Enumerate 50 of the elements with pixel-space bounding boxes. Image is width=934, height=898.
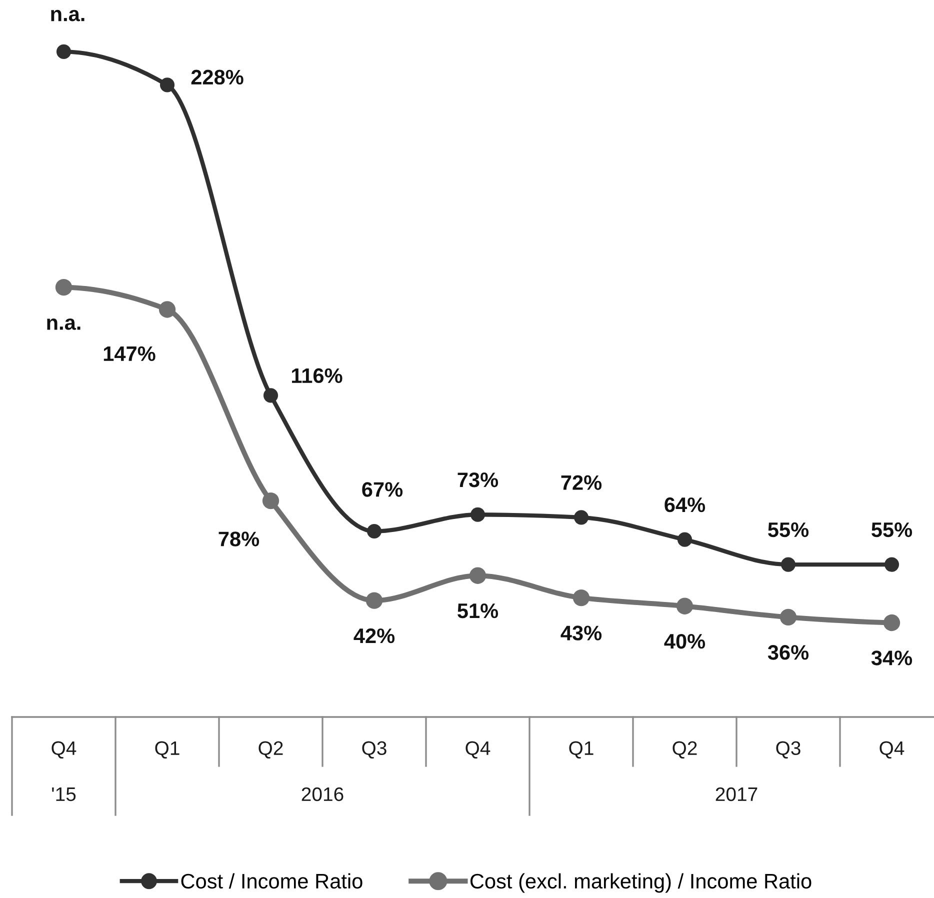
point [884,557,900,572]
x-tick-label: Q3 [776,741,800,759]
point [366,524,382,539]
x-tick-label: Q2 [258,741,283,759]
point [883,614,900,632]
point [56,44,72,59]
data-label: 34% [871,650,912,666]
x-tick-label: Q3 [362,741,386,759]
x-tick-label: Q1 [155,741,180,759]
text: 2017 [716,787,758,802]
data-label: 147% [104,346,156,362]
point [676,598,694,614]
x-tick-label: Q4 [52,741,76,759]
data-label: 43% [560,626,602,640]
point [262,492,280,510]
x-tick-label: Q4 [466,741,490,759]
data-label: 51% [458,604,498,618]
data-label: 36% [768,645,809,660]
point [470,507,486,522]
legend-label: Cost (excl. marketing) / Income Ratio [470,873,812,893]
data-label: n.a. [47,318,80,330]
data-label: 55% [768,522,809,538]
data-label: 67% [362,482,403,497]
data-label: 228% [191,70,244,85]
data-label: 78% [218,532,260,546]
data-label: 55% [872,522,912,538]
data-label: n.a. [51,10,84,22]
point [677,532,692,547]
legend-label: Cost / Income Ratio [181,873,362,889]
data-label: 72% [561,475,602,490]
point [780,557,796,572]
x-tick-label: Q4 [880,741,904,759]
point [263,388,278,403]
data-label: 42% [354,628,395,644]
data-label: 40% [664,634,706,649]
x-tick-label: Q1 [569,741,594,759]
point [55,278,72,296]
point [780,608,797,626]
point [469,567,486,584]
point [158,301,176,318]
point [574,510,589,525]
data-label: 116% [292,368,342,384]
text: 2016 [302,787,344,802]
point [160,78,175,92]
point [366,592,383,609]
x-tick-label: Q2 [672,741,697,759]
text: '15 [52,788,76,802]
data-label: 64% [664,497,706,512]
data-label: 73% [458,472,498,488]
point [572,589,590,606]
